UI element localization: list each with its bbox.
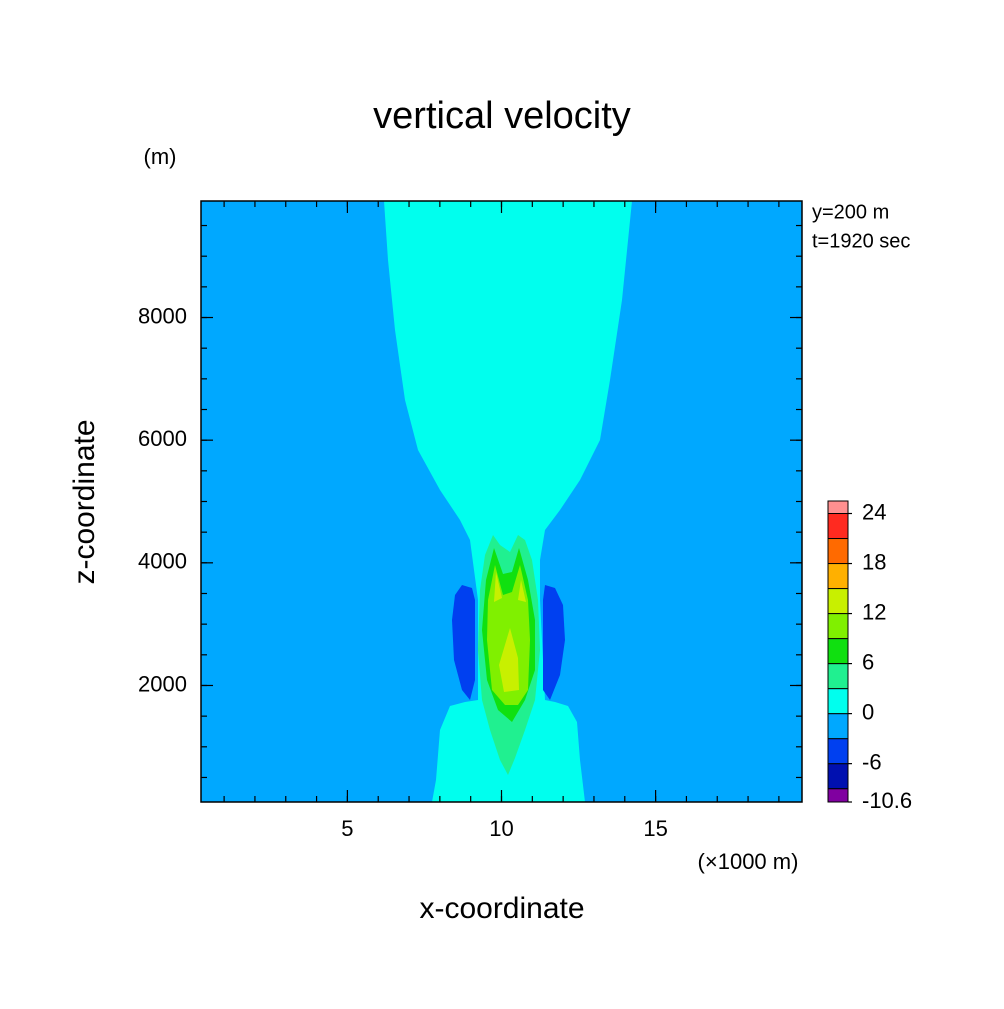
colorbar-tick-label: 6 xyxy=(862,649,874,674)
x-tick-label: 5 xyxy=(341,816,353,841)
colorbar-box xyxy=(827,538,849,565)
colorbar-box xyxy=(827,563,849,590)
x-tick-label: 15 xyxy=(643,816,667,841)
chart-title: vertical velocity xyxy=(373,95,631,137)
y-tick-label: 6000 xyxy=(138,426,187,451)
colorbar-box xyxy=(827,713,849,740)
colorbar-box xyxy=(827,588,849,615)
contour-region xyxy=(452,585,475,700)
colorbar-box xyxy=(827,663,849,690)
contour-region xyxy=(384,201,632,802)
contour-region xyxy=(494,572,526,692)
y-tick-label: 2000 xyxy=(138,671,187,696)
colorbar-box xyxy=(827,500,849,515)
colorbar-box xyxy=(827,688,849,715)
x-unit: (×1000 m) xyxy=(698,849,799,874)
colorbar-box xyxy=(827,613,849,640)
colorbar-box xyxy=(827,763,849,790)
y-axis-label: z-coordinate xyxy=(68,419,101,584)
x-tick-label: 10 xyxy=(489,816,513,841)
colorbar-tick-label: 18 xyxy=(862,549,886,574)
annotation: y=200 m xyxy=(812,201,889,223)
y-tick-label: 8000 xyxy=(138,303,187,328)
colorbar-box xyxy=(827,513,849,540)
colorbar-tick-label: 12 xyxy=(862,599,886,624)
colorbar-box xyxy=(827,788,849,803)
y-tick-label: 4000 xyxy=(138,549,187,574)
colorbar-box xyxy=(827,738,849,765)
colorbar-tick-label: 0 xyxy=(862,699,874,724)
y-unit: (m) xyxy=(144,144,177,169)
x-axis-label: x-coordinate xyxy=(419,892,584,925)
contour-region xyxy=(543,585,565,700)
colorbar-tick-label: 24 xyxy=(862,499,886,524)
colorbar-box xyxy=(827,638,849,665)
contour-field xyxy=(201,201,802,802)
colorbar-tick-label: -10.6 xyxy=(862,788,912,813)
annotation: t=1920 sec xyxy=(812,230,910,252)
colorbar-tick-label: -6 xyxy=(862,749,882,774)
